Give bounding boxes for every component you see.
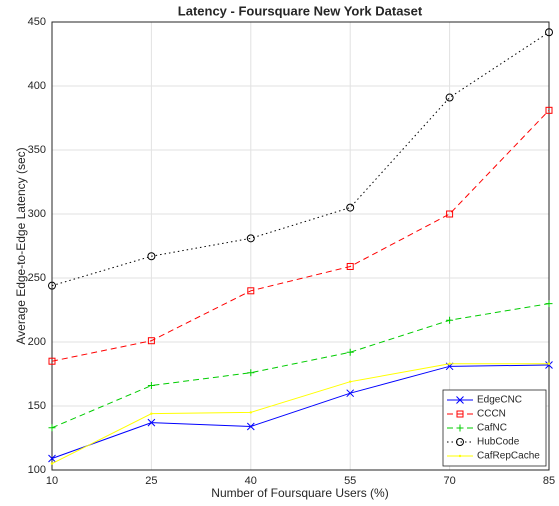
x-tick-label: 10 — [46, 475, 58, 487]
marker — [545, 300, 553, 308]
marker — [50, 462, 54, 465]
x-tick-label: 55 — [344, 475, 356, 487]
series-line — [51, 109, 550, 362]
marker — [547, 362, 551, 365]
legend-label: CafRepCache — [477, 451, 540, 462]
y-axis-label: Average Edge-to-Edge Latency (sec) — [14, 147, 28, 344]
marker — [545, 361, 553, 369]
marker — [48, 281, 56, 290]
marker — [446, 316, 454, 324]
legend-label: HubCode — [477, 437, 520, 448]
marker — [147, 418, 156, 427]
legend-label: EdgeCNC — [477, 395, 522, 406]
marker — [446, 210, 454, 218]
marker — [150, 412, 153, 415]
marker — [456, 410, 464, 418]
marker — [456, 438, 464, 446]
marker — [545, 28, 553, 37]
marker — [545, 106, 553, 114]
series-line — [51, 303, 550, 429]
marker — [147, 382, 155, 390]
series-line — [51, 364, 550, 459]
x-tick-label: 70 — [443, 475, 455, 487]
marker — [346, 203, 355, 212]
marker — [349, 380, 352, 383]
x-tick-label: 85 — [543, 475, 555, 487]
marker — [147, 252, 156, 261]
marker — [247, 287, 255, 295]
marker — [458, 454, 462, 458]
x-tick-label: 25 — [145, 475, 157, 487]
plot-frame — [51, 21, 550, 471]
marker — [246, 234, 255, 243]
marker — [246, 422, 255, 431]
y-tick-label: 400 — [28, 80, 46, 92]
marker — [346, 262, 354, 270]
marker — [456, 396, 464, 404]
y-tick-label: 100 — [28, 464, 46, 476]
y-tick-label: 200 — [28, 336, 46, 348]
marker — [247, 369, 255, 377]
y-tick-label: 150 — [28, 400, 46, 412]
marker — [249, 411, 252, 414]
marker — [48, 357, 56, 365]
series-line — [51, 363, 549, 465]
x-axis-label: Number of Foursquare Users (%) — [211, 486, 388, 500]
y-tick-label: 450 — [28, 16, 46, 28]
marker — [445, 93, 454, 102]
marker — [48, 424, 56, 432]
marker — [48, 454, 56, 463]
marker — [147, 337, 155, 345]
chart-title: Latency - Foursquare New York Dataset — [178, 3, 423, 18]
marker — [448, 362, 451, 365]
y-tick-label: 300 — [28, 208, 46, 220]
x-tick-label: 40 — [245, 475, 257, 487]
y-tick-label: 250 — [28, 272, 46, 284]
y-tick-label: 350 — [28, 144, 46, 156]
marker — [346, 348, 354, 356]
legend-label: CCCN — [477, 409, 506, 420]
marker — [456, 424, 464, 432]
series-line — [51, 31, 550, 287]
legend-label: CafNC — [477, 423, 507, 434]
legend: EdgeCNC CCCN CafNC HubCode CafRepCache — [442, 389, 547, 467]
marker — [346, 389, 355, 398]
